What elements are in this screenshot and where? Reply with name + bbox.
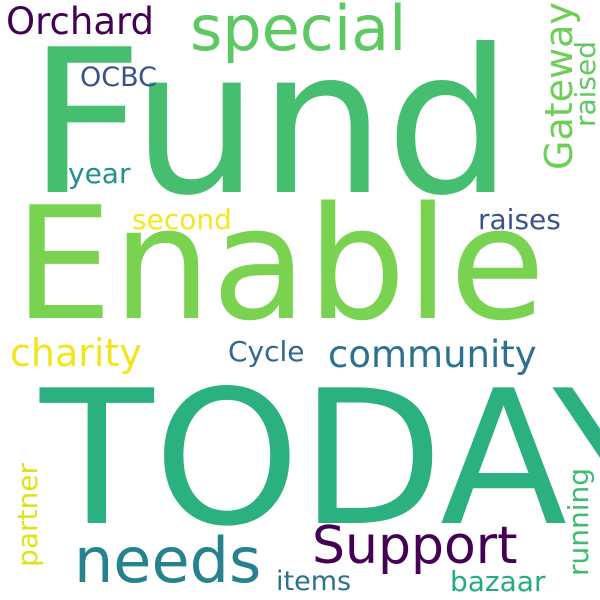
word-bazaar: bazaar xyxy=(450,565,546,598)
word-ocbc: OCBC xyxy=(80,62,158,93)
word-cycle: Cycle xyxy=(228,335,305,368)
word-fund: Fund xyxy=(28,7,513,240)
word-running: running xyxy=(562,467,595,577)
word-orchard: Orchard xyxy=(6,0,155,43)
word-support: Support xyxy=(312,516,518,576)
word-partner: partner xyxy=(11,463,44,567)
word-enable: Enable xyxy=(14,173,546,355)
word-items: items xyxy=(276,566,352,597)
word-needs: needs xyxy=(74,524,262,597)
word-raised: raised xyxy=(569,40,600,128)
word-special: special xyxy=(190,0,407,65)
word-community: community xyxy=(328,333,537,376)
word-second: second xyxy=(132,203,232,236)
word-today: TODAY xyxy=(40,350,600,567)
word-charity: charity xyxy=(10,331,142,375)
word-raises: raises xyxy=(478,203,561,236)
word-year: year xyxy=(68,157,131,190)
